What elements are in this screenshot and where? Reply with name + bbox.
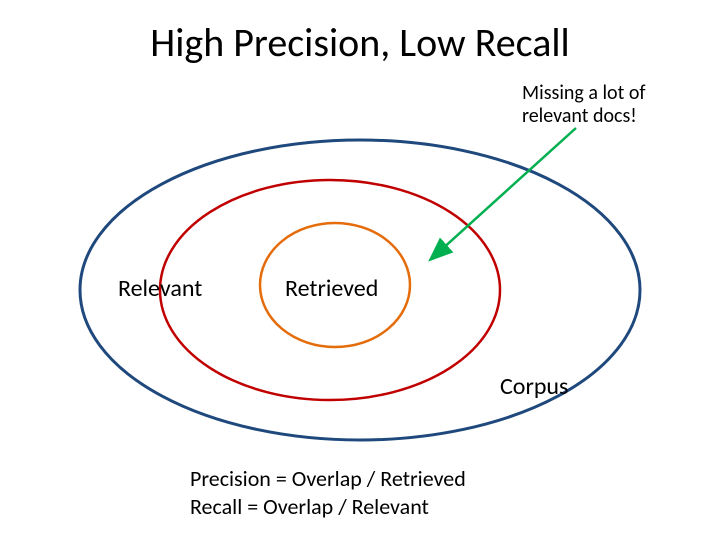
formulas: Precision = Overlap / Retrieved Recall =… bbox=[190, 465, 466, 520]
venn-diagram bbox=[0, 0, 720, 540]
corpus-label: Corpus bbox=[500, 372, 568, 401]
recall-formula: Recall = Overlap / Relevant bbox=[190, 493, 466, 521]
relevant-label: Relevant bbox=[118, 274, 202, 303]
precision-formula: Precision = Overlap / Retrieved bbox=[190, 465, 466, 493]
retrieved-label: Retrieved bbox=[285, 274, 378, 303]
slide: High Precision, Low Recall Missing a lot… bbox=[0, 0, 720, 540]
